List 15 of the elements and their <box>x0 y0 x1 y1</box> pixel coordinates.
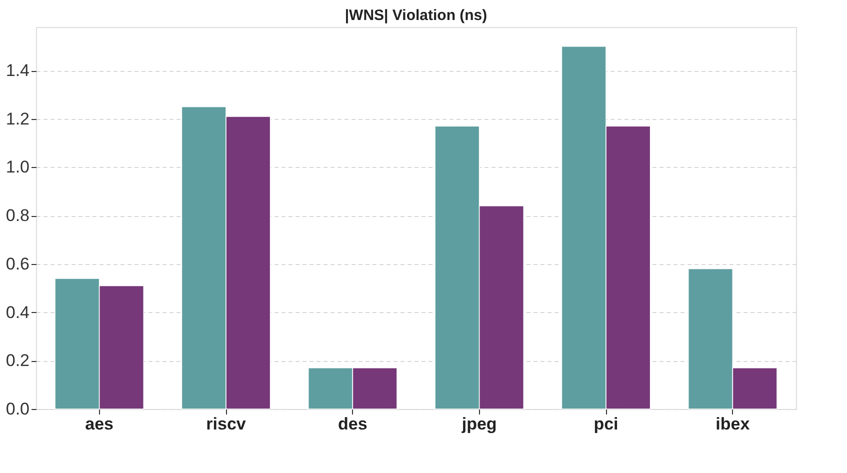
x-tick-label: jpeg <box>460 414 497 434</box>
y-tick-label: 0.8 <box>6 206 30 226</box>
y-tick-label: 0.6 <box>6 254 30 274</box>
y-tick-label: 0.2 <box>6 351 30 370</box>
x-tick-label: riscv <box>206 414 246 434</box>
x-tick-label: des <box>338 414 368 434</box>
x-tick-label: pci <box>594 414 618 434</box>
chart-title: |WNS| Violation (ns) <box>344 7 488 24</box>
x-tick-label: aes <box>85 414 114 434</box>
y-tick-label: 0.0 <box>6 400 30 418</box>
y-tick-label: 1.2 <box>6 109 30 128</box>
y-tick-label: 0.4 <box>6 302 30 322</box>
y-tick-label: 1.0 <box>6 158 30 177</box>
x-tick-label: ibex <box>716 414 750 434</box>
y-tick-label: 1.4 <box>6 61 30 80</box>
